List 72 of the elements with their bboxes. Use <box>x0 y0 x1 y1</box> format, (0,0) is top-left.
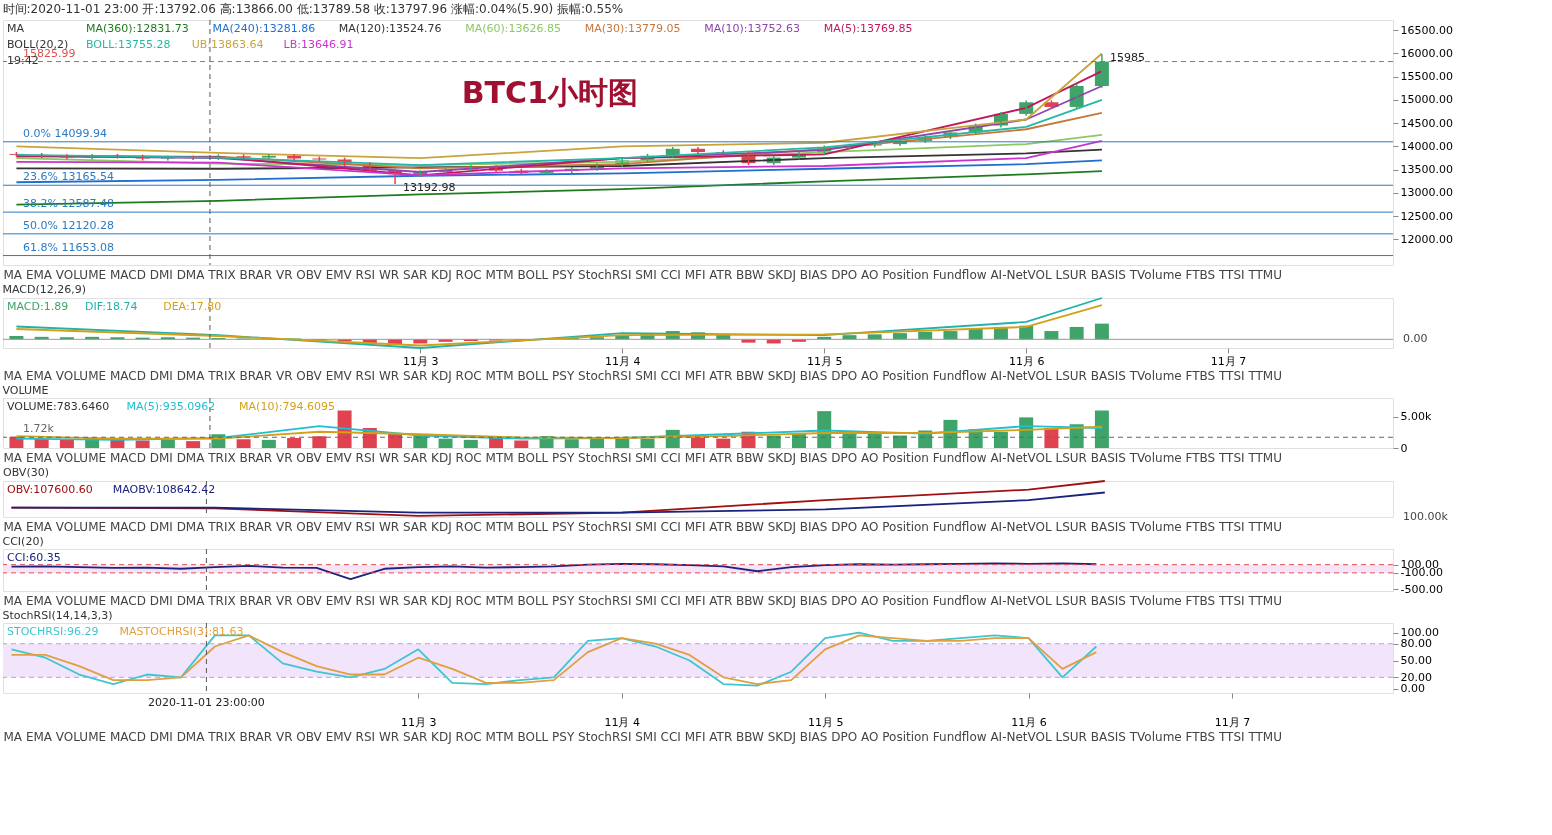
x-axis-title: MA EMA VOLUME MACD DMI DMA TRIX BRAR VR OBV EMV RSI WR SAR KDJ ROC MTM BOLL PSY StochRSI SMI CCI MFI ATR BBW SKDJ BIAS DPO AO Position Fundflow AI-NetVOL LSUR BASIS TVolume FTBS TTSI TTMU <box>3 519 1282 534</box>
y-tick-label: 100.00 <box>1400 626 1439 640</box>
x-axis-title: MA EMA VOLUME MACD DMI DMA TRIX BRAR VR OBV EMV RSI WR SAR KDJ ROC MTM BOLL PSY StochRSI SMI CCI MFI ATR BBW SKDJ BIAS DPO AO Position Fundflow AI-NetVOL LSUR BASIS TVolume FTBS TTSI TTMU <box>3 729 1282 744</box>
series-label: MAOBV:108642.42 <box>112 483 216 496</box>
text: MA(10):13752.63 <box>704 22 800 35</box>
x-axis-title: MA EMA VOLUME MACD DMI DMA TRIX BRAR VR OBV EMV RSI WR SAR KDJ ROC MTM BOLL PSY StochRSI SMI CCI MFI ATR BBW SKDJ BIAS DPO AO Position Fundflow AI-NetVOL LSUR BASIS TVolume FTBS TTSI TTMU <box>3 593 1282 608</box>
series-label: MA(10):794.6095 <box>239 400 335 413</box>
text: MA(360):12831.73 <box>86 22 189 35</box>
y-tick-label: 13500.00 <box>1400 163 1453 177</box>
ref-line-label: 0.0% 14099.94 <box>23 126 107 140</box>
text: VOLUME:783.6460 <box>7 400 110 413</box>
y-tick-label: 20.00 <box>1400 670 1432 684</box>
annotation: MA <box>7 22 25 35</box>
ref-line-label: 2020-11-01 23:00:00 <box>148 696 265 709</box>
x-tick-label: 11月 4 <box>605 354 641 368</box>
ref-line-label: 61.8% 11653.08 <box>23 240 114 254</box>
x-tick-label: 11月 5 <box>806 354 843 368</box>
ref-line-label: 50.0% 12120.28 <box>23 218 114 232</box>
y-tick-label: 50.00 <box>1400 654 1432 668</box>
text: 100.00k <box>1403 510 1449 523</box>
y-tick-label: 14500.00 <box>1400 116 1453 130</box>
text: MACD:1.89 <box>7 300 69 313</box>
y-tick-label: 5.00k <box>1400 410 1432 424</box>
series-label: CCI:60.35 <box>7 551 61 564</box>
text: MA(5):935.0962 <box>126 400 216 413</box>
y-tick-label: 80.00 <box>1400 637 1432 651</box>
text: MA(240):13281.86 <box>212 22 316 35</box>
y-tick-label: 16000.00 <box>1400 46 1453 60</box>
y-tick-label: -500.00 <box>1400 582 1443 596</box>
chart-title: CCI(20) <box>2 534 44 548</box>
chart-title: VOLUME <box>2 383 49 397</box>
text: MA(60):13626.85 <box>465 22 561 35</box>
text: MA(5):13769.85 <box>823 22 913 35</box>
series-label: DEA:17.80 <box>163 300 222 313</box>
text: LB:13646.91 <box>283 38 354 51</box>
annotation: BOLL(20,2) <box>7 38 69 51</box>
text: BTC1小时图 <box>461 74 638 110</box>
y-tick-label: 13000.00 <box>1400 186 1453 200</box>
y-tick-label: 12000.00 <box>1400 232 1453 246</box>
annotation: 15985 <box>1109 51 1145 65</box>
y-tick-label: 14000.00 <box>1400 139 1453 153</box>
y-tick-label: 15500.00 <box>1400 70 1453 84</box>
x-tick-label: 11月 3 <box>401 715 437 729</box>
series-label: OBV:107600.60 <box>7 483 93 496</box>
x-tick-label: 11月 6 <box>1011 715 1047 729</box>
text: MA(30):13779.05 <box>584 22 681 35</box>
text: UB:13863.64 <box>191 38 264 51</box>
x-axis-title: MA EMA VOLUME MACD DMI DMA TRIX BRAR VR OBV EMV RSI WR SAR KDJ ROC MTM BOLL PSY StochRSI SMI CCI MFI ATR BBW SKDJ BIAS DPO AO Position Fundflow AI-NetVOL LSUR BASIS TVolume FTBS TTSI TTMU <box>3 450 1282 465</box>
x-tick-label: 11月 5 <box>807 715 844 729</box>
x-tick-label: 11月 3 <box>403 354 439 368</box>
text: BOLL:13755.28 <box>86 38 171 51</box>
text: MA(120):13524.76 <box>338 22 442 35</box>
x-axis-title: MA EMA VOLUME MACD DMI DMA TRIX BRAR VR OBV EMV RSI WR SAR KDJ ROC MTM BOLL PSY StochRSI SMI CCI MFI ATR BBW SKDJ BIAS DPO AO Position Fundflow AI-NetVOL LSUR BASIS TVolume FTBS TTSI TTMU <box>3 267 1282 282</box>
y-tick-label: 12500.00 <box>1400 209 1453 223</box>
series-label: DIF:18.74 <box>85 300 138 313</box>
chart-title: MACD(12,26,9) <box>2 283 87 297</box>
chart-title: OBV(30) <box>3 466 49 480</box>
x-tick-label: 11月 6 <box>1008 354 1045 368</box>
x-tick-label: 11月 4 <box>604 715 640 729</box>
series-label: MASTOCHRSI(3):81.63 <box>119 625 244 638</box>
x-tick-label: 11月 7 <box>1210 354 1247 368</box>
y-tick-label: 16500.00 <box>1400 23 1453 37</box>
x-axis-title: MA EMA VOLUME MACD DMI DMA TRIX BRAR VR OBV EMV RSI WR SAR KDJ ROC MTM BOLL PSY StochRSI SMI CCI MFI ATR BBW SKDJ BIAS DPO AO Position Fundflow AI-NetVOL LSUR BASIS TVolume FTBS TTSI TTMU <box>3 368 1282 383</box>
chart-subtitle: 时间:2020-11-01 23:00 开:13792.06 高:13866.00 低:13789.58 收:13797.96 涨幅:0.04%(5.90) 振幅:0.55% <box>2 1 624 16</box>
y-tick-label: 15000.00 <box>1400 93 1453 107</box>
series-label: STOCHRSI:96.29 <box>7 625 99 638</box>
x-tick-label: 11月 7 <box>1214 715 1251 729</box>
ref-line-label: 23.6% 13165.54 <box>23 170 114 184</box>
y-tick-label: 0.00 <box>1400 682 1425 696</box>
chart-title: StochRSI(14,14,3,3) <box>2 608 113 622</box>
y-tick-label: 0 <box>1400 441 1408 455</box>
ref-line-label: 1.72k <box>23 422 55 436</box>
